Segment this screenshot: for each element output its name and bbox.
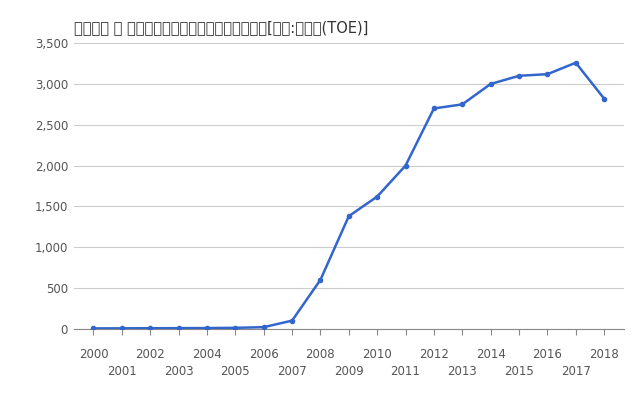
Text: 2001: 2001 xyxy=(107,365,137,378)
Text: 2008: 2008 xyxy=(306,348,335,361)
Text: 2016: 2016 xyxy=(532,348,563,361)
Text: 2011: 2011 xyxy=(390,365,420,378)
Text: 2003: 2003 xyxy=(164,365,193,378)
Text: 2010: 2010 xyxy=(362,348,392,361)
Text: 2004: 2004 xyxy=(192,348,222,361)
Text: 2014: 2014 xyxy=(476,348,506,361)
Text: 2006: 2006 xyxy=(249,348,278,361)
Text: 2009: 2009 xyxy=(334,365,364,378)
Text: 2005: 2005 xyxy=(221,365,250,378)
Text: 2018: 2018 xyxy=(589,348,619,361)
Text: 2000: 2000 xyxy=(79,348,108,361)
Text: 2015: 2015 xyxy=(504,365,534,378)
Text: 2012: 2012 xyxy=(419,348,449,361)
Text: 2017: 2017 xyxy=(561,365,591,378)
Text: 2007: 2007 xyxy=(277,365,307,378)
Text: 2013: 2013 xyxy=(447,365,477,378)
Text: スペイン － 太陽光発電量（石油換算トン）　　[単位:千トン(TOE)]: スペイン － 太陽光発電量（石油換算トン） [単位:千トン(TOE)] xyxy=(74,20,368,35)
Text: 2002: 2002 xyxy=(135,348,165,361)
